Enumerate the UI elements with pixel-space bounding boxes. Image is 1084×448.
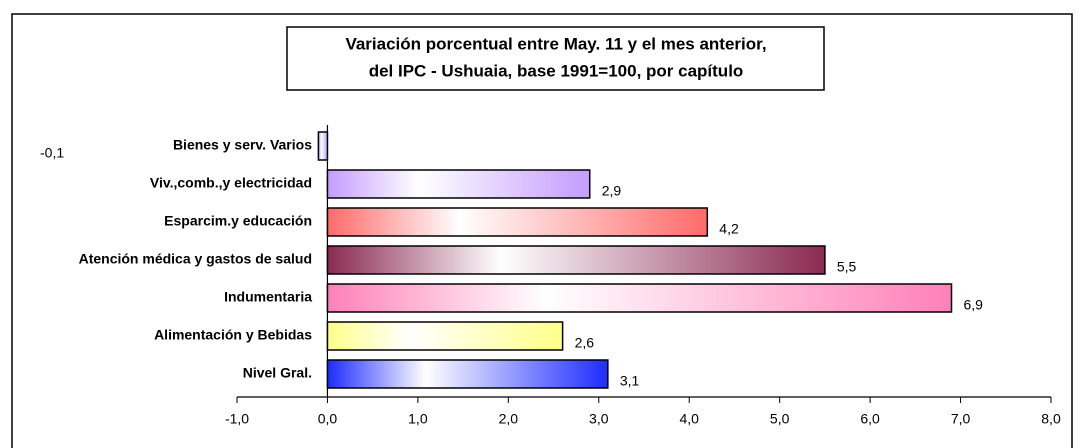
bar [326,245,826,275]
x-tick-label: 2,0 [499,411,519,427]
x-tick-label: 6,0 [860,411,880,427]
y-tick-label: Esparcim.y educación [164,213,312,229]
value-label: 4,2 [719,221,739,237]
value-label: 3,1 [620,373,640,389]
value-label: 5,5 [837,259,857,275]
y-tick-label: Atención médica y gastos de salud [79,251,312,267]
y-tick-label: Viv.,comb.,y electricidad [150,175,312,191]
value-label: 6,9 [964,297,984,313]
y-tick-label: Bienes y serv. Varios [173,137,312,153]
bar [326,321,564,351]
y-tick-label: Nivel Gral. [243,365,312,381]
chart-title: del IPC - Ushuaia, base 1991=100, por ca… [369,61,744,80]
x-tick-label: 7,0 [951,411,971,427]
value-label: 2,9 [602,183,622,199]
bar [326,207,709,237]
x-tick-label: 8,0 [1041,411,1061,427]
bar [326,283,953,313]
value-label: 2,6 [575,335,595,351]
x-tick-label: 4,0 [679,411,699,427]
x-tick-label: 1,0 [408,411,428,427]
y-tick-label: Alimentación y Bebidas [154,327,312,343]
bar [326,359,609,389]
x-tick-label: 5,0 [770,411,790,427]
value-label: -0,1 [40,145,64,161]
bar [326,169,591,199]
chart-frame [11,13,1073,448]
x-tick-label: -1,0 [225,411,249,427]
y-tick-label: Indumentaria [224,289,312,305]
chart-title: Variación porcentual entre May. 11 y el … [345,34,766,53]
x-tick-label: 3,0 [589,411,609,427]
x-tick-label: 0,0 [318,411,338,427]
bar [317,131,329,161]
title-box [286,26,825,91]
